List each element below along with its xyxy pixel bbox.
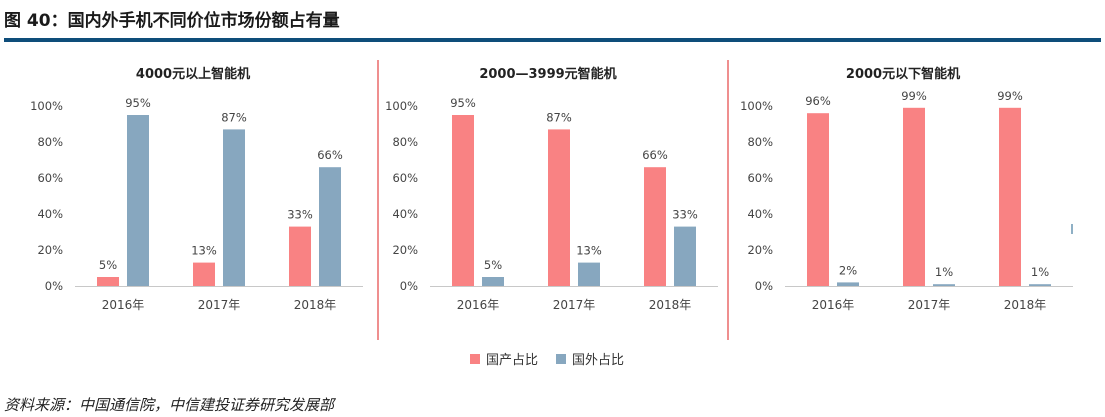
title-rule bbox=[4, 38, 1101, 42]
legend-item-foreign: 国外占比 bbox=[556, 349, 624, 368]
edge-mark bbox=[1071, 224, 1073, 234]
x-tick-label: 2018年 bbox=[294, 298, 337, 312]
bar-domestic bbox=[193, 262, 215, 286]
figure-title: 图 40：国内外手机不同价位市场份额占有量 bbox=[4, 11, 340, 31]
y-tick-label: 60% bbox=[747, 171, 773, 185]
y-tick-label: 0% bbox=[755, 279, 773, 293]
legend-swatch-domestic bbox=[470, 353, 480, 364]
chart-title: 2000元以下智能机 bbox=[846, 66, 960, 82]
chart-high-end: 4000元以上智能机 0% 20% 40% 60% 80% 100% 5% 95% 2016年 13… bbox=[15, 48, 370, 348]
legend-item-domestic: 国产占比 bbox=[470, 349, 538, 368]
x-tick-label: 2018年 bbox=[649, 298, 692, 312]
data-label-foreign: 95% bbox=[125, 96, 151, 110]
bar-domestic bbox=[807, 113, 829, 286]
data-label-foreign: 1% bbox=[935, 265, 953, 279]
data-label-domestic: 33% bbox=[287, 208, 313, 222]
data-label-foreign: 5% bbox=[484, 258, 502, 272]
bar-foreign bbox=[933, 284, 955, 286]
x-tick-label: 2017年 bbox=[198, 298, 241, 312]
y-tick-label: 60% bbox=[37, 171, 63, 185]
y-tick-label: 80% bbox=[392, 135, 418, 149]
data-label-domestic: 96% bbox=[805, 94, 831, 108]
data-label-domestic: 99% bbox=[901, 89, 927, 103]
bar-foreign bbox=[1029, 284, 1051, 286]
bar-domestic bbox=[548, 129, 570, 286]
y-tick-label: 100% bbox=[385, 99, 418, 113]
y-tick-label: 80% bbox=[37, 135, 63, 149]
chart-svg: 2000—3999元智能机 0% 20% 40% 60% 80% 100% 95% 5% 2016… bbox=[385, 66, 718, 312]
y-tick-label: 40% bbox=[747, 207, 773, 221]
y-tick-label: 100% bbox=[30, 99, 63, 113]
legend-label-domestic: 国产占比 bbox=[486, 353, 539, 368]
data-label-foreign: 66% bbox=[317, 148, 343, 162]
data-label-foreign: 2% bbox=[839, 263, 857, 277]
data-label-domestic: 99% bbox=[997, 89, 1023, 103]
bar-domestic bbox=[903, 107, 925, 286]
bar-foreign bbox=[482, 277, 504, 286]
y-tick-label: 20% bbox=[37, 243, 63, 257]
legend-label-foreign: 国外占比 bbox=[572, 353, 625, 368]
x-tick-label: 2016年 bbox=[102, 298, 145, 312]
data-label-domestic: 66% bbox=[642, 148, 668, 162]
y-tick-label: 0% bbox=[400, 279, 418, 293]
bar-domestic bbox=[999, 107, 1021, 286]
data-label-domestic: 5% bbox=[99, 258, 117, 272]
bar-domestic bbox=[289, 226, 311, 286]
chart-title: 4000元以上智能机 bbox=[136, 66, 250, 82]
data-label-foreign: 13% bbox=[576, 244, 602, 258]
data-label-foreign: 87% bbox=[221, 110, 247, 124]
source-note: 资料来源：中国通信院，中信建投证券研究发展部 bbox=[4, 396, 335, 414]
x-tick-label: 2016年 bbox=[457, 298, 500, 312]
x-tick-label: 2018年 bbox=[1004, 298, 1047, 312]
legend-swatch-foreign bbox=[556, 353, 567, 364]
chart-svg: 4000元以上智能机 0% 20% 40% 60% 80% 100% 5% 95% 2016年 13… bbox=[30, 66, 363, 312]
y-tick-label: 40% bbox=[392, 207, 418, 221]
y-tick-label: 80% bbox=[747, 135, 773, 149]
x-tick-label: 2017年 bbox=[553, 298, 596, 312]
data-label-domestic: 95% bbox=[450, 96, 476, 110]
divider bbox=[377, 60, 379, 340]
y-tick-label: 20% bbox=[392, 243, 418, 257]
bar-domestic bbox=[644, 167, 666, 286]
data-label-foreign: 1% bbox=[1031, 265, 1049, 279]
bar-domestic bbox=[97, 277, 119, 286]
y-tick-label: 40% bbox=[37, 207, 63, 221]
bar-foreign bbox=[837, 282, 859, 286]
y-tick-label: 60% bbox=[392, 171, 418, 185]
bar-foreign bbox=[674, 226, 696, 286]
chart-mid-range: 2000—3999元智能机 0% 20% 40% 60% 80% 100% 95% 5% 2016… bbox=[370, 48, 725, 348]
divider bbox=[727, 60, 729, 340]
bar-foreign bbox=[319, 167, 341, 286]
y-tick-label: 100% bbox=[740, 99, 773, 113]
data-label-domestic: 13% bbox=[191, 244, 217, 258]
y-tick-label: 0% bbox=[45, 279, 63, 293]
bar-foreign bbox=[223, 129, 245, 286]
chart-low-end: 2000元以下智能机 0% 20% 40% 60% 80% 100% 96% 2% 2016年 99… bbox=[725, 48, 1080, 348]
bar-domestic bbox=[452, 115, 474, 286]
x-tick-label: 2016年 bbox=[812, 298, 855, 312]
chart-svg: 2000元以下智能机 0% 20% 40% 60% 80% 100% 96% 2% 2016年 99… bbox=[740, 66, 1073, 312]
data-label-foreign: 33% bbox=[672, 208, 698, 222]
chart-title: 2000—3999元智能机 bbox=[479, 66, 616, 82]
data-label-domestic: 87% bbox=[546, 110, 572, 124]
y-tick-label: 20% bbox=[747, 243, 773, 257]
bar-foreign bbox=[127, 115, 149, 286]
bar-foreign bbox=[578, 262, 600, 286]
legend: 国产占比 国外占比 bbox=[470, 349, 624, 368]
x-tick-label: 2017年 bbox=[908, 298, 951, 312]
